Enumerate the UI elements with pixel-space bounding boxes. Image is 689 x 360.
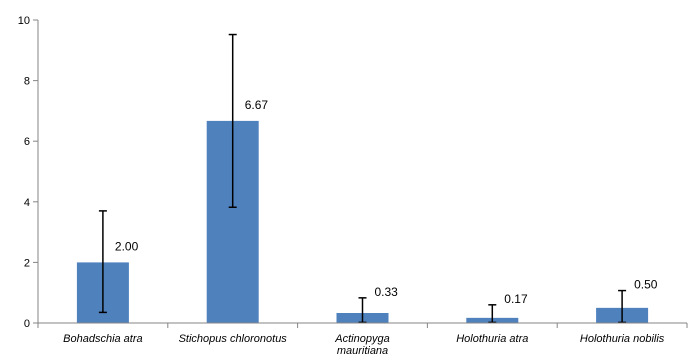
data-label: 2.00 xyxy=(115,239,139,253)
data-labels: 2.00 6.67 0.33 0.17 0.50 xyxy=(115,98,658,306)
y-tick-label: 4 xyxy=(24,197,30,209)
data-label: 6.67 xyxy=(245,98,269,112)
error-bars xyxy=(99,35,626,323)
category-label: Bohadschia atra xyxy=(63,333,143,345)
data-label: 0.33 xyxy=(375,285,399,299)
category-label: mauritiana xyxy=(337,345,388,357)
category-label: Holothuria nobilis xyxy=(580,333,665,345)
bars xyxy=(77,121,648,323)
y-tick-label: 0 xyxy=(24,318,30,330)
axes xyxy=(38,20,687,328)
y-tick-label: 6 xyxy=(24,136,30,148)
y-tick-label: 10 xyxy=(18,15,30,27)
y-axis: 0 2 4 6 8 10 xyxy=(18,15,38,330)
y-tick-label: 2 xyxy=(24,257,30,269)
data-label: 0.50 xyxy=(634,278,658,292)
y-tick-label: 8 xyxy=(24,76,30,88)
x-axis: Bohadschia atra Stichopus chloronotus Acti… xyxy=(63,333,665,357)
category-label: Stichopus chloronotus xyxy=(179,333,288,345)
category-label: Holothuria atra xyxy=(456,333,528,345)
category-label: Actinopyga xyxy=(334,333,389,345)
data-label: 0.17 xyxy=(504,292,528,306)
